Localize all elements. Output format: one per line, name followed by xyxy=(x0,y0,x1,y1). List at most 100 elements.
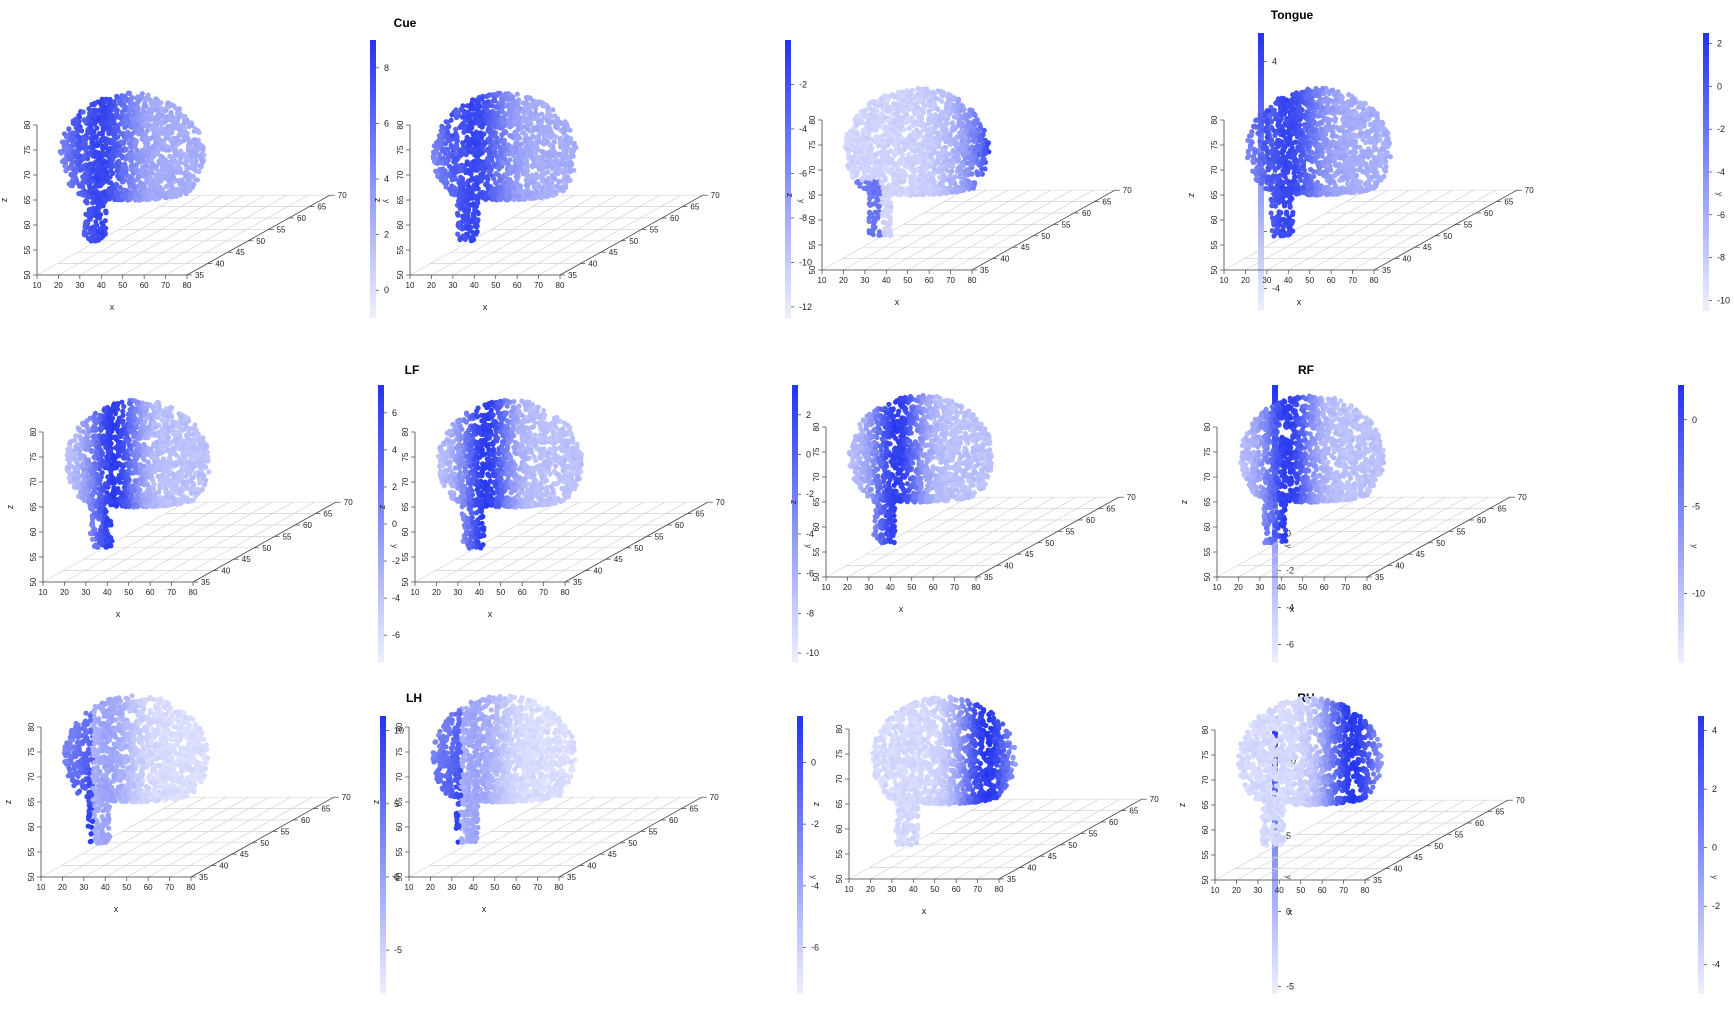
data-point xyxy=(110,171,115,176)
data-point xyxy=(496,124,501,129)
data-point xyxy=(957,123,962,128)
data-point xyxy=(156,169,161,174)
y-tick-label: 60 xyxy=(670,214,679,223)
data-point xyxy=(927,184,932,189)
data-point xyxy=(192,137,197,142)
data-point xyxy=(164,195,169,200)
data-point xyxy=(464,118,469,123)
data-point xyxy=(483,182,488,187)
data-point xyxy=(178,150,183,155)
data-point xyxy=(491,186,496,191)
legend-tick-label: 0 xyxy=(384,285,389,295)
x-tick-label: 80 xyxy=(183,281,192,290)
data-point xyxy=(855,140,860,145)
z-tick-label: 65 xyxy=(23,195,32,204)
data-point xyxy=(527,119,532,124)
data-point xyxy=(534,176,539,181)
x-axis-label: x xyxy=(895,297,900,307)
data-point xyxy=(902,127,907,132)
data-point xyxy=(93,238,98,243)
data-point xyxy=(464,152,469,157)
data-point xyxy=(470,146,475,151)
floor-grid xyxy=(410,195,703,275)
data-point xyxy=(498,187,503,192)
data-point xyxy=(97,205,102,210)
data-point xyxy=(459,204,464,209)
z-tick-label: 80 xyxy=(808,115,817,124)
data-point xyxy=(470,234,475,239)
data-point xyxy=(893,191,898,196)
data-point xyxy=(484,100,489,105)
data-point xyxy=(511,146,516,151)
data-point xyxy=(934,160,939,165)
data-point xyxy=(522,139,527,144)
data-point xyxy=(458,181,463,186)
data-point xyxy=(895,127,900,132)
data-point xyxy=(165,165,170,170)
data-point xyxy=(166,148,171,153)
data-point xyxy=(519,164,524,169)
data-point xyxy=(955,141,960,146)
data-point xyxy=(892,182,897,187)
data-point xyxy=(539,185,544,190)
data-point xyxy=(106,131,111,136)
data-point xyxy=(135,110,140,115)
data-point xyxy=(133,115,138,120)
y-tick-label: 45 xyxy=(236,248,245,257)
data-point xyxy=(921,186,926,191)
data-point xyxy=(511,169,516,174)
data-point xyxy=(161,141,166,146)
data-point xyxy=(100,138,105,143)
data-point xyxy=(524,100,529,105)
data-point xyxy=(450,153,455,158)
data-point xyxy=(862,158,867,163)
x-tick-label: 50 xyxy=(491,281,500,290)
data-point xyxy=(135,122,140,127)
data-point xyxy=(531,126,536,131)
data-point xyxy=(971,129,976,134)
data-point xyxy=(571,148,576,153)
data-point xyxy=(486,122,491,127)
data-point xyxy=(897,159,902,164)
data-point xyxy=(93,224,98,229)
data-point xyxy=(465,205,470,210)
z-tick-label: 55 xyxy=(23,245,32,254)
data-point xyxy=(59,151,64,156)
data-point xyxy=(458,175,463,180)
data-point xyxy=(903,187,908,192)
data-point xyxy=(562,162,567,167)
y-tick-label: 35 xyxy=(568,271,577,280)
data-point xyxy=(70,179,75,184)
data-point xyxy=(473,116,478,121)
data-point xyxy=(952,95,957,100)
legend-tick-label: 2 xyxy=(384,230,389,240)
data-point xyxy=(857,148,862,153)
data-point xyxy=(850,167,855,172)
data-point xyxy=(495,91,500,96)
data-point xyxy=(174,136,179,141)
data-point xyxy=(147,113,152,118)
data-point xyxy=(73,119,78,124)
data-point xyxy=(115,108,120,113)
data-point xyxy=(462,110,467,115)
legend-tick-label: -12 xyxy=(799,302,812,312)
data-point xyxy=(96,150,101,155)
data-point xyxy=(101,191,106,196)
data-point xyxy=(973,113,978,118)
data-point xyxy=(876,118,881,123)
data-point xyxy=(120,119,125,124)
data-point xyxy=(521,130,526,135)
data-point xyxy=(151,123,156,128)
data-point xyxy=(863,154,868,159)
data-point xyxy=(510,102,515,107)
data-point xyxy=(190,149,195,154)
data-point xyxy=(471,212,476,217)
x-tick-label: 60 xyxy=(140,281,149,290)
data-point xyxy=(884,94,889,99)
data-point xyxy=(504,172,509,177)
data-point xyxy=(530,134,535,139)
data-point xyxy=(967,107,972,112)
data-point xyxy=(90,195,95,200)
point-cloud xyxy=(843,86,992,238)
data-point xyxy=(545,112,550,117)
